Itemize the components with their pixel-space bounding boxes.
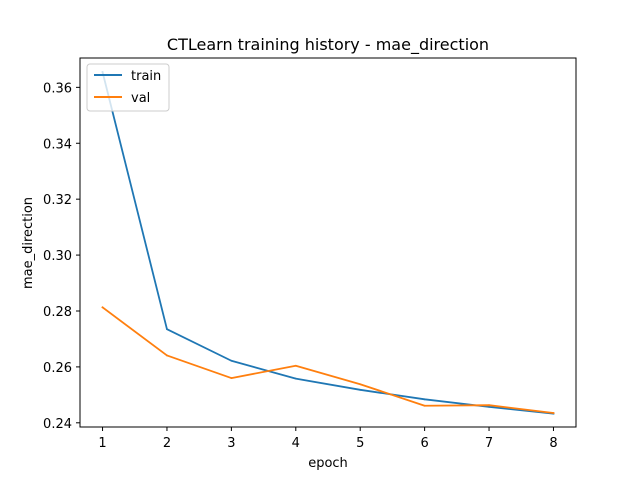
- y-tick-label-2: 0.28: [43, 305, 72, 320]
- data-point-train-3: [294, 377, 297, 380]
- x-tick-label-7: 8: [549, 436, 557, 451]
- x-tick-label-0: 1: [98, 436, 106, 451]
- y-tick-label-0: 0.24: [43, 417, 72, 432]
- x-tick-label-5: 6: [420, 436, 428, 451]
- data-point-train-6: [488, 405, 490, 408]
- data-point-val-3: [294, 364, 297, 367]
- x-axis-label: epoch: [308, 456, 348, 471]
- data-point-val-5: [423, 404, 426, 407]
- y-tick-label-6: 0.36: [43, 81, 72, 96]
- y-axis-label: mae_direction: [21, 197, 36, 289]
- legend-label-train: train: [131, 69, 161, 84]
- data-point-train-4: [359, 388, 362, 391]
- series-line-val: [101, 306, 555, 415]
- data-point-train-1: [166, 328, 168, 331]
- data-point-val-6: [488, 404, 490, 407]
- y-tick-label-3: 0.30: [43, 249, 72, 264]
- x-tick-label-3: 4: [292, 436, 300, 451]
- data-point-val-1: [166, 354, 168, 357]
- y-tick-label-1: 0.26: [43, 361, 72, 376]
- y-tick-label-5: 0.34: [43, 137, 72, 152]
- x-tick-label-6: 7: [485, 436, 493, 451]
- y-axis-ticks: 0.24 0.26 0.28 0.30 0.32 0.34 0.36: [43, 81, 80, 432]
- data-point-train-5: [423, 398, 426, 401]
- chart-title: CTLearn training history - mae_direction: [167, 35, 489, 55]
- y-tick-label-4: 0.32: [43, 193, 72, 208]
- series-layer: [101, 70, 555, 415]
- legend-label-val: val: [131, 91, 150, 106]
- x-tick-label-2: 3: [227, 436, 235, 451]
- legend: train val: [86, 63, 170, 112]
- x-tick-label-4: 5: [356, 436, 364, 451]
- data-point-val-2: [230, 377, 233, 379]
- data-point-train-2: [230, 359, 233, 362]
- plot-frame: [79, 57, 577, 428]
- x-axis-ticks: 1 2 3 4 5 6 7 8: [98, 427, 558, 451]
- x-tick-label-1: 2: [163, 436, 171, 451]
- data-point-val-7: [552, 412, 555, 414]
- data-point-val-0: [101, 306, 104, 309]
- data-point-val-4: [359, 383, 362, 386]
